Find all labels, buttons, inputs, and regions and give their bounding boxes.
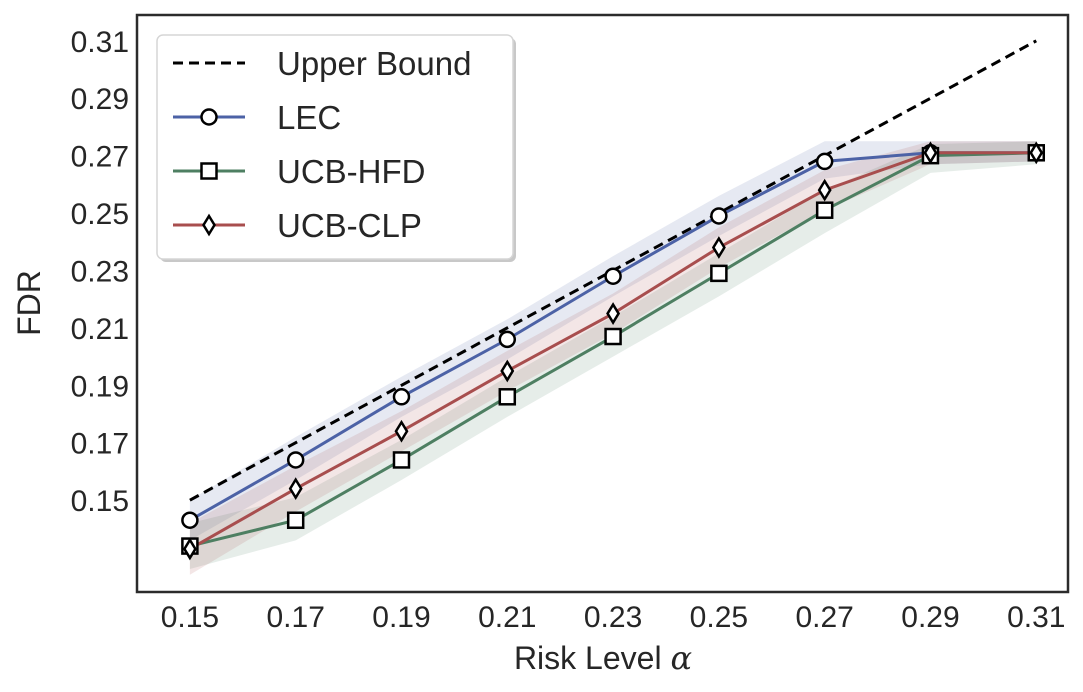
point-ucb-clp-1 (288, 477, 303, 501)
point-ucb-hfd-2 (392, 451, 411, 469)
legend-marker-ucb-hfd (200, 162, 218, 180)
y-tick-label: 0.25 (71, 198, 129, 231)
point-ucb-clp-8 (1029, 141, 1044, 165)
point-ucb-hfd-1 (286, 511, 305, 529)
point-lec-1 (286, 451, 305, 469)
point-ucb-hfd-4 (604, 327, 622, 346)
y-tick-label: 0.31 (71, 26, 129, 59)
point-ucb-clp-4 (606, 302, 621, 325)
point-ucb-clp-5 (711, 236, 726, 259)
point-lec-0 (181, 511, 199, 529)
legend-label-upper-bound: Upper Bound (277, 45, 471, 82)
x-axis-ticks: 0.15 0.17 0.19 0.21 0.23 0.25 0.27 0.29 0.31 (161, 601, 1066, 634)
point-ucb-clp-2 (394, 419, 409, 443)
legend-label-ucb-hfd: UCB-HFD (277, 153, 425, 190)
plot-frame (135, 13, 1070, 594)
x-tick-label: 0.23 (584, 601, 642, 634)
point-lec-4 (604, 267, 622, 285)
x-tick-label: 0.15 (161, 601, 219, 634)
legend-marker-ucb-clp (202, 213, 216, 237)
legend-marker-lec (200, 108, 218, 126)
point-ucb-hfd-6 (815, 201, 834, 219)
y-tick-label: 0.27 (71, 141, 129, 174)
point-ucb-clp-6 (817, 178, 832, 202)
point-lec-2 (392, 388, 411, 406)
point-ucb-clp-7 (923, 141, 938, 165)
legend-box (156, 34, 514, 260)
x-tick-label: 0.21 (478, 601, 536, 634)
y-tick-label: 0.17 (71, 428, 129, 461)
x-tick-label: 0.29 (901, 601, 959, 634)
point-lec-6 (815, 152, 834, 171)
x-axis-label: Risk Level α (514, 639, 692, 677)
x-tick-label: 0.31 (1007, 601, 1065, 634)
point-ucb-clp-3 (500, 359, 515, 383)
point-ucb-clp-0 (182, 537, 197, 561)
y-tick-label: 0.15 (71, 485, 129, 518)
x-tick-label: 0.19 (372, 601, 430, 634)
point-lec-3 (498, 330, 517, 349)
series-markers (181, 141, 1046, 561)
point-lec-5 (710, 207, 728, 225)
legend-label-ucb-clp: UCB-CLP (277, 207, 422, 244)
y-tick-label: 0.29 (71, 83, 129, 116)
y-tick-label: 0.21 (71, 313, 129, 346)
y-tick-label: 0.23 (71, 255, 129, 288)
point-ucb-hfd-3 (498, 388, 517, 406)
legend: Upper Bound LEC UCB-HFD UCB-CLP (156, 34, 516, 262)
y-tick-label: 0.19 (71, 370, 129, 403)
x-tick-label: 0.17 (266, 601, 324, 634)
x-tick-label: 0.25 (690, 601, 748, 634)
x-tick-label: 0.27 (795, 601, 853, 634)
point-ucb-hfd-5 (710, 264, 728, 283)
legend-label-lec: LEC (277, 99, 341, 136)
y-axis-ticks: 0.15 0.17 0.19 0.21 0.23 0.25 0.27 0.29 0.31 (71, 26, 129, 518)
y-axis-label: FDR (11, 270, 47, 336)
